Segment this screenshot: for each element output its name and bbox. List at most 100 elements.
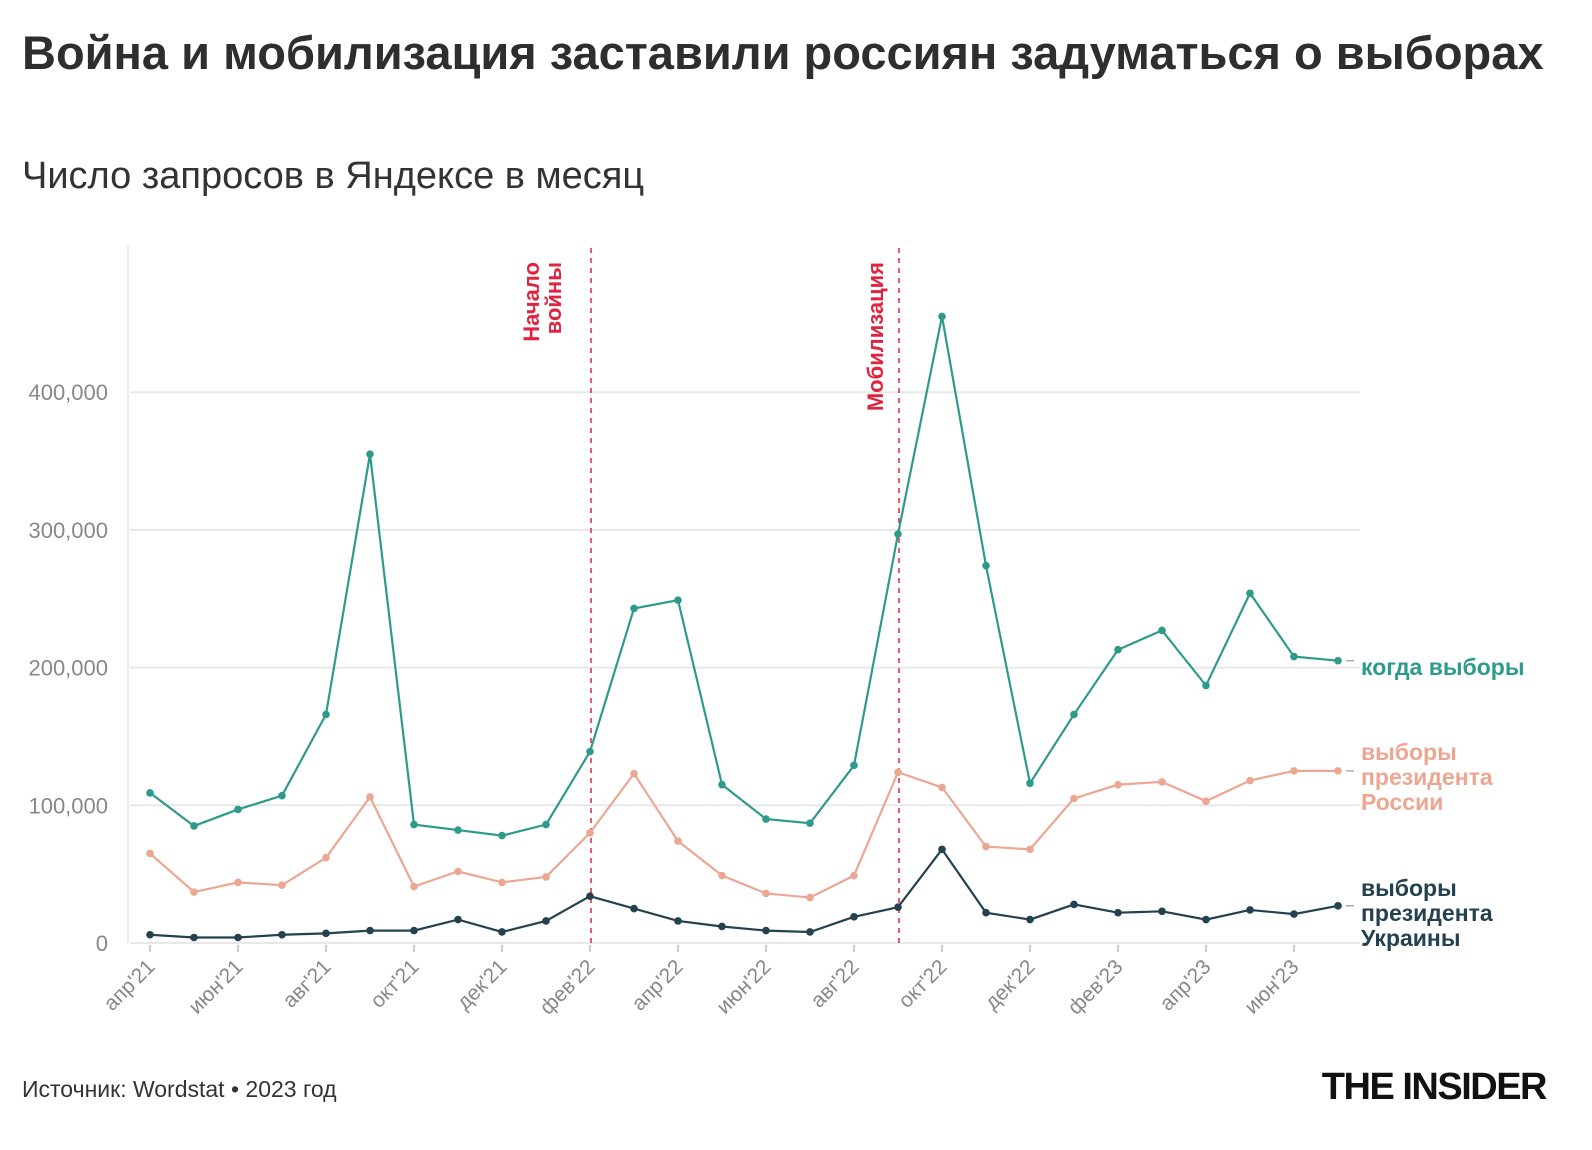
data-point xyxy=(498,928,506,936)
data-point xyxy=(190,888,198,896)
data-point xyxy=(1158,778,1166,786)
data-point xyxy=(1202,915,1210,924)
x-tick-label: апр'22 xyxy=(627,955,687,1015)
data-point xyxy=(850,913,858,921)
y-tick-label: 0 xyxy=(96,931,108,956)
x-tick-label: авг'21 xyxy=(278,955,335,1012)
data-point xyxy=(542,820,550,829)
y-tick-label: 300,000 xyxy=(28,518,108,543)
data-point xyxy=(850,871,858,880)
data-point xyxy=(1246,906,1254,914)
data-point xyxy=(1334,767,1342,775)
data-point xyxy=(806,819,814,828)
x-tick-label: авг'22 xyxy=(806,955,863,1012)
data-point xyxy=(1158,626,1166,635)
x-tick-label: окт'21 xyxy=(366,955,423,1012)
data-point xyxy=(806,893,814,902)
data-point xyxy=(1290,767,1298,775)
data-point xyxy=(894,768,902,777)
data-point xyxy=(762,815,770,823)
series-label: когда выборы xyxy=(1361,654,1524,680)
data-point xyxy=(1202,681,1210,690)
series-label: выборы xyxy=(1361,739,1457,765)
data-point xyxy=(630,904,638,913)
data-point xyxy=(410,820,418,829)
data-point xyxy=(278,930,286,939)
data-point xyxy=(322,929,330,938)
y-tick-label: 400,000 xyxy=(28,380,108,405)
series-line xyxy=(149,769,1338,899)
data-point xyxy=(234,805,242,814)
data-point xyxy=(542,917,550,925)
x-tick-label: апр'21 xyxy=(99,955,159,1015)
data-point xyxy=(850,761,858,770)
data-point xyxy=(982,842,990,851)
data-point xyxy=(938,845,946,854)
y-tick-label: 100,000 xyxy=(28,793,108,818)
data-point xyxy=(762,889,770,898)
data-point xyxy=(190,933,198,942)
data-point xyxy=(630,769,638,778)
data-point xyxy=(1070,794,1078,803)
data-point xyxy=(586,747,594,756)
data-point xyxy=(1246,589,1254,598)
data-point xyxy=(1114,645,1122,654)
data-point xyxy=(982,908,990,917)
data-point xyxy=(1290,652,1298,661)
x-tick-label: июн'22 xyxy=(712,955,775,1018)
x-tick-label: окт'22 xyxy=(894,955,951,1012)
data-point xyxy=(190,822,198,830)
data-point xyxy=(762,926,770,935)
x-tick-label: июн'21 xyxy=(184,955,247,1018)
event-marker-label: войны xyxy=(541,262,566,334)
data-point xyxy=(718,871,726,880)
data-point xyxy=(454,867,462,876)
data-point xyxy=(938,312,946,321)
series-label: выборы xyxy=(1361,875,1457,901)
data-point xyxy=(322,710,330,719)
data-point xyxy=(366,793,374,801)
data-point xyxy=(498,831,506,840)
data-point xyxy=(674,917,682,925)
x-tick-label: фев'22 xyxy=(536,955,600,1019)
data-point xyxy=(1334,902,1342,910)
data-point xyxy=(146,789,154,797)
series-label: России xyxy=(1361,789,1443,815)
series-label: президента xyxy=(1361,764,1493,790)
data-point xyxy=(1026,845,1034,854)
data-point xyxy=(1026,779,1034,788)
data-point xyxy=(454,826,462,834)
data-point xyxy=(586,829,594,837)
x-tick-label: июн'23 xyxy=(1240,955,1303,1018)
data-point xyxy=(1114,780,1122,789)
data-point xyxy=(718,780,726,789)
data-point xyxy=(1158,907,1166,916)
x-tick-label: апр'23 xyxy=(1155,955,1215,1015)
event-marker-label: Начало xyxy=(519,262,544,342)
data-point xyxy=(410,926,418,935)
data-point xyxy=(366,450,374,458)
data-point xyxy=(674,596,682,604)
series-line xyxy=(149,316,1339,837)
data-point xyxy=(542,873,550,881)
x-tick-label: дек'22 xyxy=(980,955,1039,1014)
data-point xyxy=(1070,900,1078,909)
series-label: президента xyxy=(1361,900,1493,926)
chart-subtitle: Число запросов в Яндексе в месяц xyxy=(22,155,645,197)
data-point xyxy=(1070,710,1078,719)
data-point xyxy=(146,930,154,939)
data-point xyxy=(586,892,594,900)
source-note: Источник: Wordstat • 2023 год xyxy=(22,1076,337,1102)
data-point xyxy=(938,783,946,792)
data-point xyxy=(322,853,330,862)
event-marker-label: Мобилизация xyxy=(863,262,888,411)
the-insider-logo: THE INSIDER xyxy=(1321,1066,1548,1108)
data-point xyxy=(1114,908,1122,917)
data-point xyxy=(234,933,242,942)
data-point xyxy=(630,604,638,613)
data-point xyxy=(410,882,418,891)
data-point xyxy=(146,849,154,858)
x-tick-label: дек'21 xyxy=(452,955,511,1014)
data-point xyxy=(234,878,242,887)
data-point xyxy=(674,837,682,845)
